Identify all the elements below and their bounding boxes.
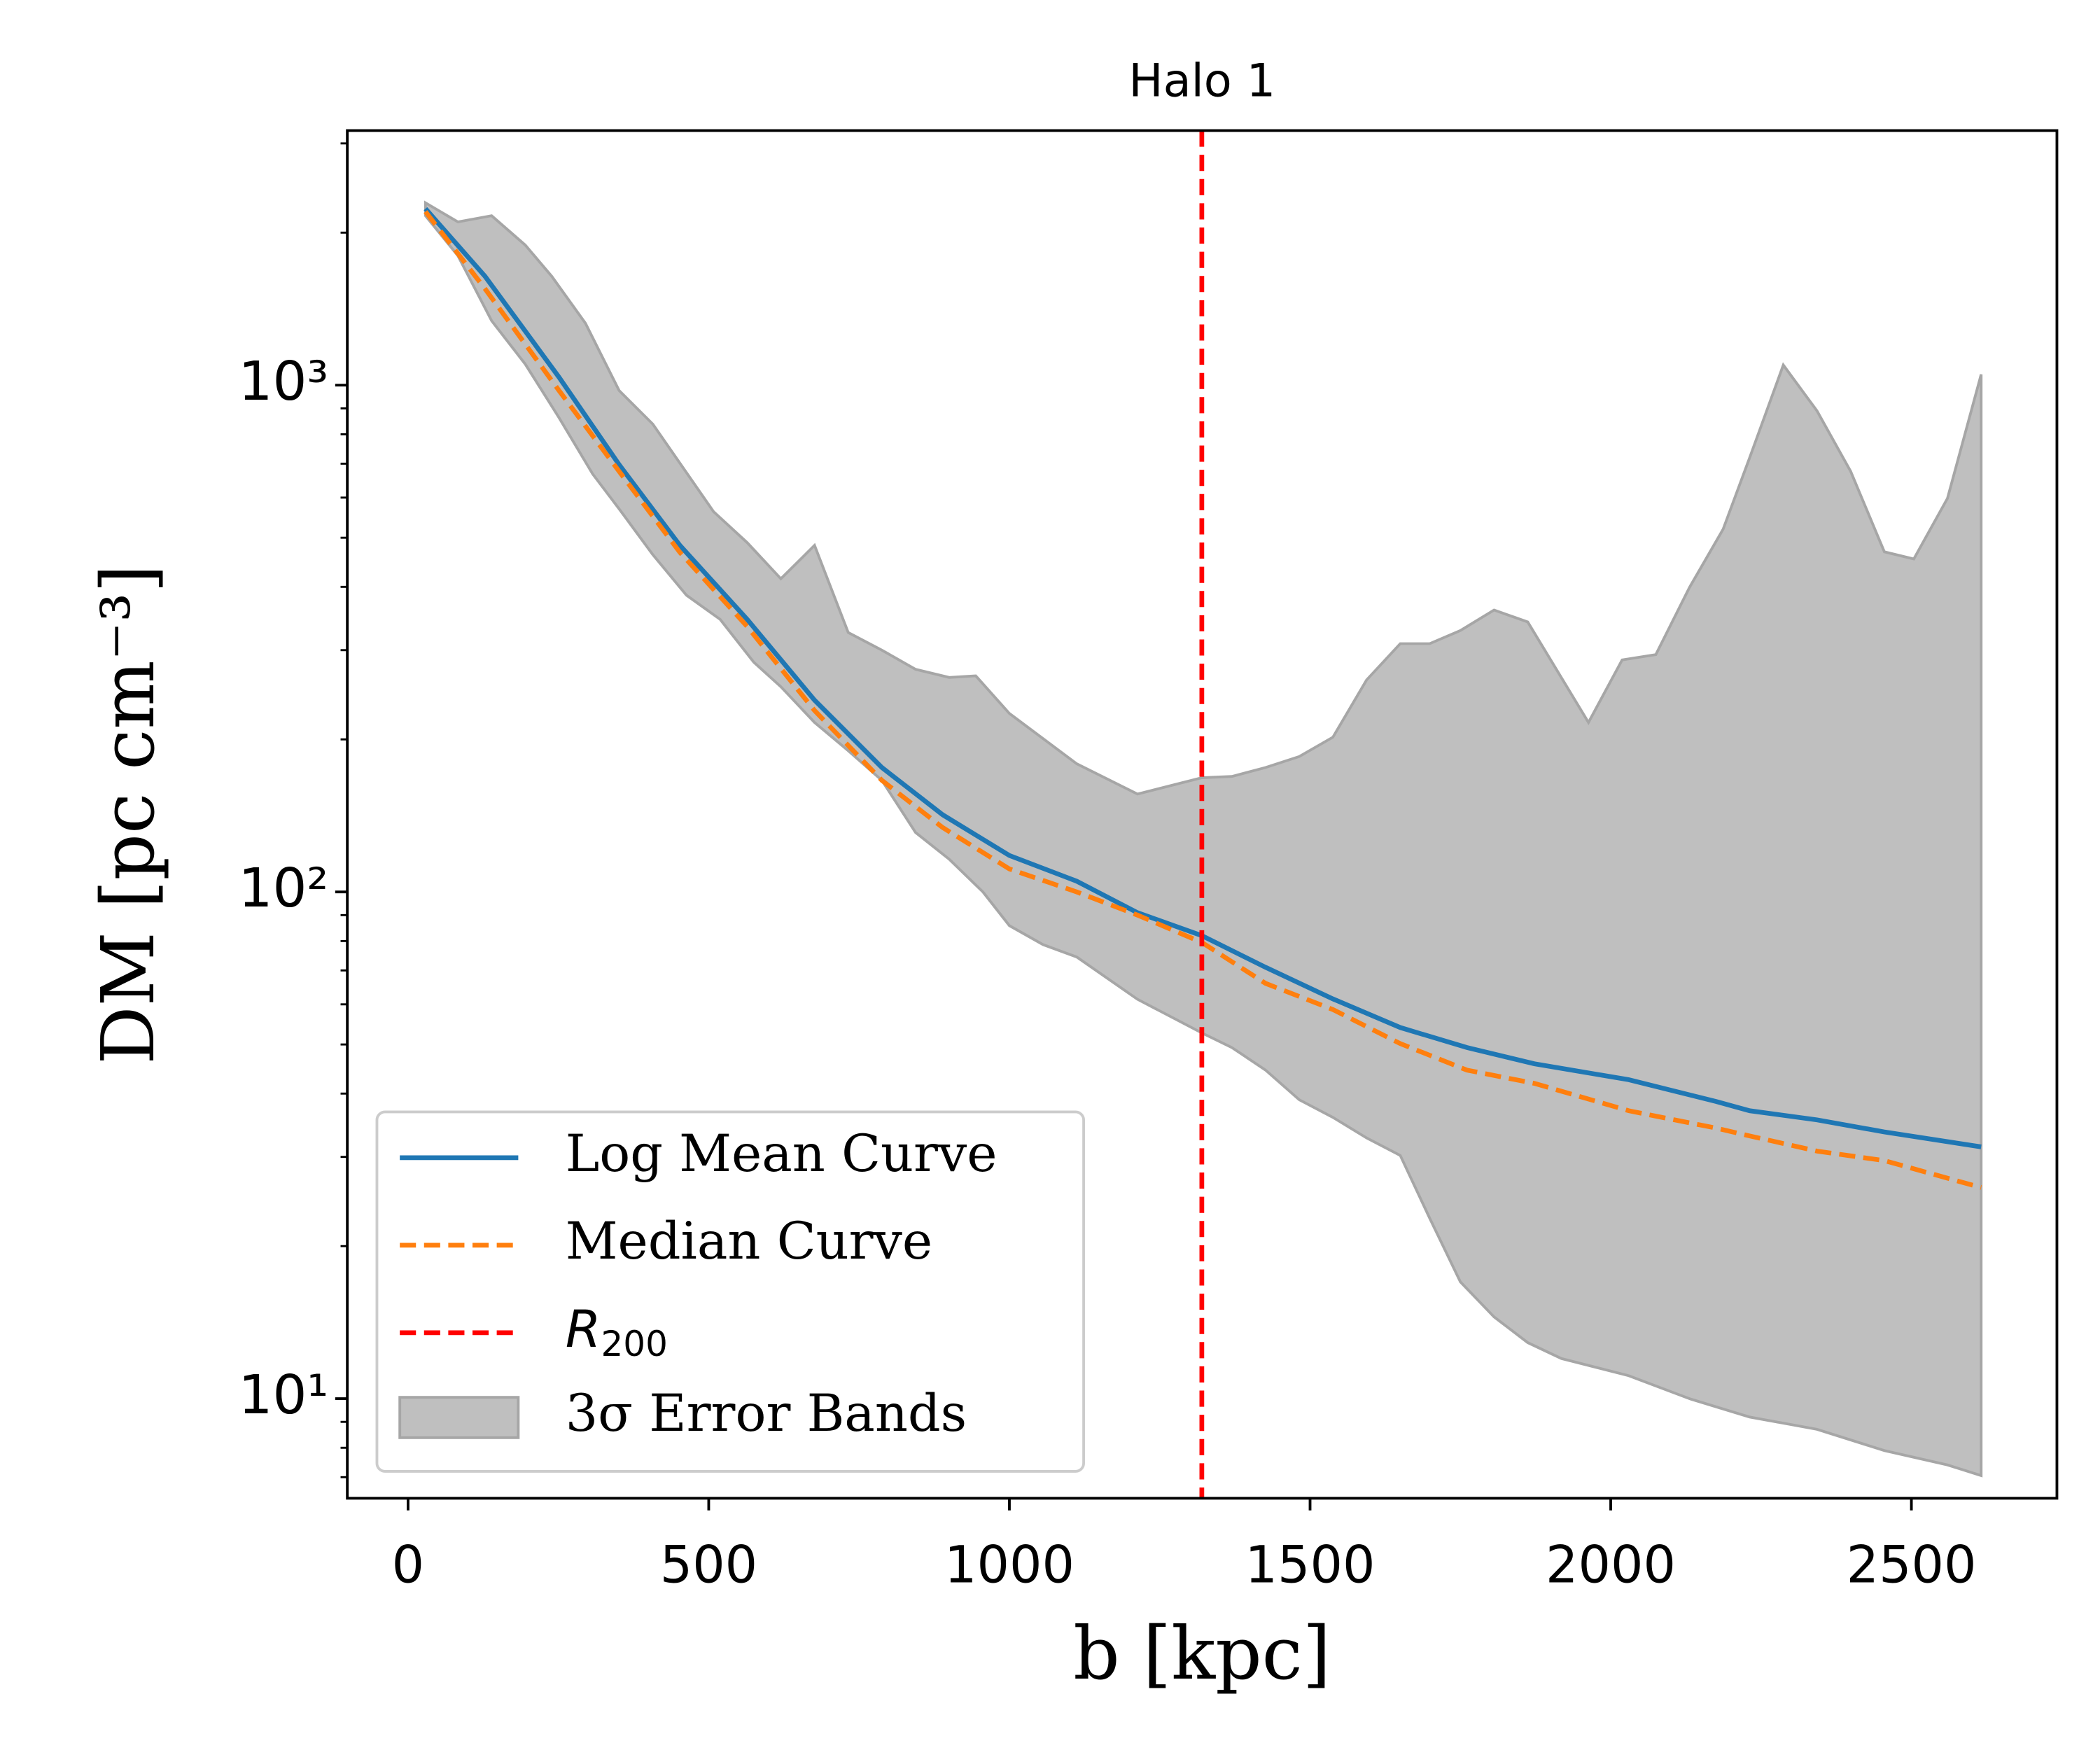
x-tick-label: 2000 xyxy=(1546,1535,1676,1595)
line-series xyxy=(424,206,1982,1149)
x-tick-label: 1500 xyxy=(1245,1535,1376,1595)
x-axis-label: b [kpc] xyxy=(1073,1612,1331,1696)
legend-label: R200 xyxy=(566,1300,668,1364)
x-tick-label: 500 xyxy=(660,1535,757,1595)
line-series xyxy=(424,210,1982,1190)
y-tick-label: 10² xyxy=(239,858,329,920)
chart-title: Halo 1 xyxy=(1128,54,1275,107)
y-axis-label: DM [pc cm⁻³] xyxy=(87,564,171,1064)
x-tick-label: 2500 xyxy=(1847,1535,1977,1595)
plot-frame xyxy=(346,129,2059,1500)
legend-patch xyxy=(398,1396,520,1439)
legend-label: Median Curve xyxy=(566,1212,932,1271)
y-tick-label: 10¹ xyxy=(239,1364,329,1427)
legend-label: Log Mean Curve xyxy=(566,1124,997,1184)
legend: Log Mean Curve Median Curve R200 3σ Error B… xyxy=(375,1110,1085,1473)
x-tick-label: 1000 xyxy=(944,1535,1074,1595)
legend-box xyxy=(375,1110,1085,1473)
legend-label: 3σ Error Bands xyxy=(566,1384,967,1443)
legend-label-sub: 200 xyxy=(601,1324,667,1364)
legend-label-base: R xyxy=(566,1300,601,1359)
x-tick-label: 0 xyxy=(392,1535,425,1595)
y-tick-label: 10³ xyxy=(239,351,329,413)
